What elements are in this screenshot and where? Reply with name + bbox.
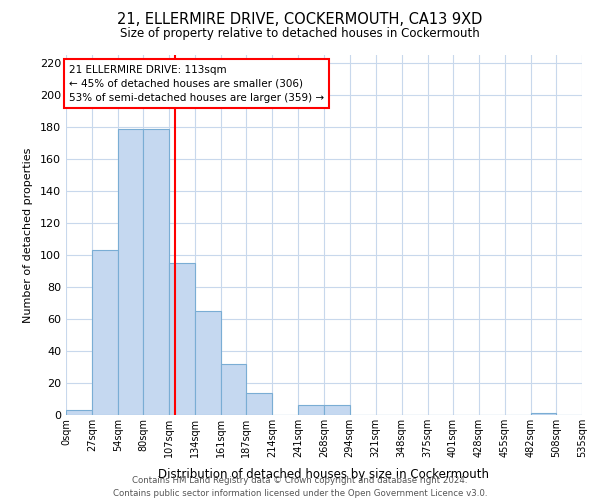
Bar [66, 410, 92, 415]
Text: Contains HM Land Registry data © Crown copyright and database right 2024.
Contai: Contains HM Land Registry data © Crown c… [113, 476, 487, 498]
Bar [118, 128, 143, 415]
Text: 21 ELLERMIRE DRIVE: 113sqm
← 45% of detached houses are smaller (306)
53% of sem: 21 ELLERMIRE DRIVE: 113sqm ← 45% of deta… [69, 64, 324, 102]
Bar [221, 364, 247, 415]
Text: Size of property relative to detached houses in Cockermouth: Size of property relative to detached ho… [120, 28, 480, 40]
Bar [325, 406, 350, 415]
Text: 21, ELLERMIRE DRIVE, COCKERMOUTH, CA13 9XD: 21, ELLERMIRE DRIVE, COCKERMOUTH, CA13 9… [118, 12, 482, 28]
Bar [92, 250, 118, 415]
Bar [247, 392, 272, 415]
Bar [298, 406, 325, 415]
Y-axis label: Number of detached properties: Number of detached properties [23, 148, 33, 322]
Bar [195, 311, 221, 415]
Bar [531, 414, 556, 415]
Bar [169, 263, 195, 415]
X-axis label: Distribution of detached houses by size in Cockermouth: Distribution of detached houses by size … [158, 468, 490, 481]
Bar [143, 128, 169, 415]
